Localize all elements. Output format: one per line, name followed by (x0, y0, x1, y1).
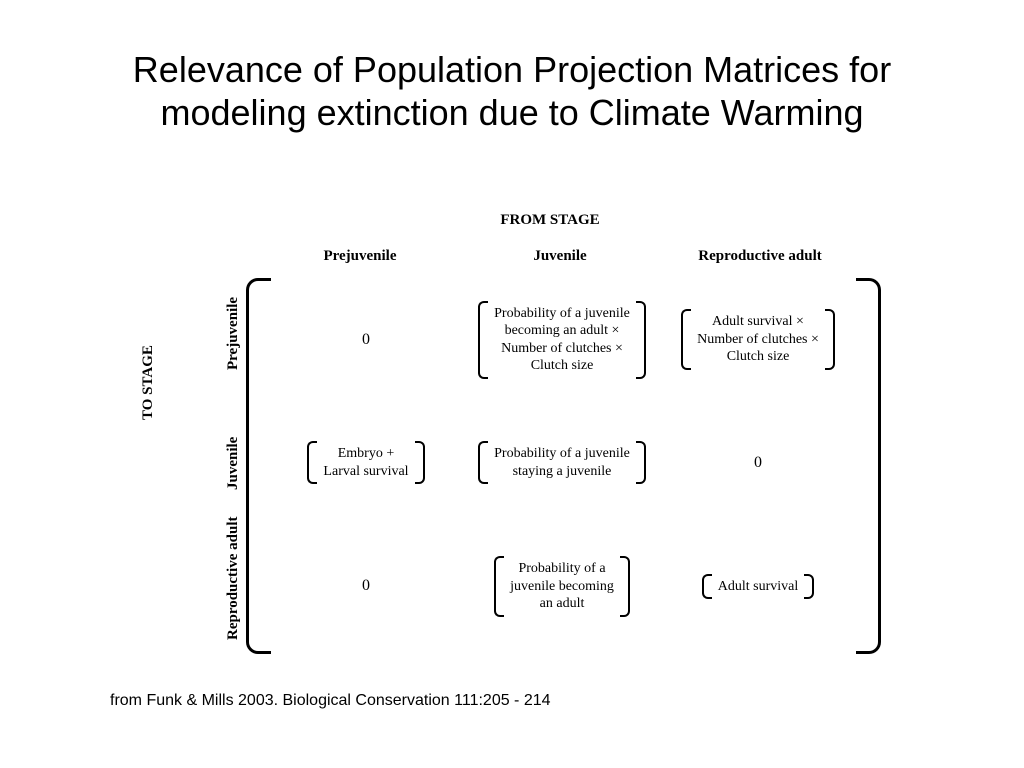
matrix-cell-r3c3: Adult survival (702, 574, 815, 600)
matrix-cell-r3c2: Probability of a juvenile becoming an ad… (494, 556, 630, 617)
matrix-cell-text: Adult survival × Number of clutches × Cl… (687, 313, 829, 366)
matrix-cell-r3c1: 0 (346, 572, 386, 600)
matrix-cell-text: 0 (352, 576, 380, 596)
matrix-cell-r2c1: Embryo + Larval survival (307, 441, 424, 484)
citation: from Funk & Mills 2003. Biological Conse… (110, 692, 551, 710)
col-header-juvenile: Juvenile (460, 248, 660, 265)
column-headers: Prejuvenile Juvenile Reproductive adult (260, 248, 860, 265)
col-header-reproductive-adult: Reproductive adult (660, 248, 860, 265)
matrix-cell-r2c2: Probability of a juvenile staying a juve… (478, 441, 646, 484)
matrix-cell-text: Probability of a juvenile becoming an ad… (484, 305, 640, 375)
matrix-cell-r1c2: Probability of a juvenile becoming an ad… (478, 301, 646, 379)
projection-matrix: 0 Probability of a juvenile becoming an … (268, 278, 856, 648)
col-header-prejuvenile: Prejuvenile (260, 248, 460, 265)
matrix-cell-text: Embryo + Larval survival (313, 445, 418, 480)
row-header-juvenile: Juvenile (225, 437, 242, 490)
matrix-cell-r1c3: Adult survival × Number of clutches × Cl… (681, 309, 835, 370)
matrix-cell-text: 0 (744, 453, 772, 473)
row-header-reproductive-adult: Reproductive adult (225, 517, 242, 640)
matrix-cell-text: 0 (352, 330, 380, 350)
matrix-cell-text: Adult survival (708, 578, 809, 596)
matrix-cell-text: Probability of a juvenile becoming an ad… (500, 560, 624, 613)
matrix-right-bracket (856, 278, 881, 654)
matrix-cell-r1c1: 0 (346, 326, 386, 354)
slide: Relevance of Population Projection Matri… (0, 0, 1024, 768)
to-stage-axis-label: TO STAGE (140, 345, 157, 420)
matrix-cell-text: Probability of a juvenile staying a juve… (484, 445, 640, 480)
slide-title: Relevance of Population Projection Matri… (60, 48, 964, 134)
from-stage-axis-label: FROM STAGE (400, 212, 700, 229)
row-header-prejuvenile: Prejuvenile (225, 297, 242, 370)
matrix-cell-r2c3: 0 (738, 449, 778, 477)
